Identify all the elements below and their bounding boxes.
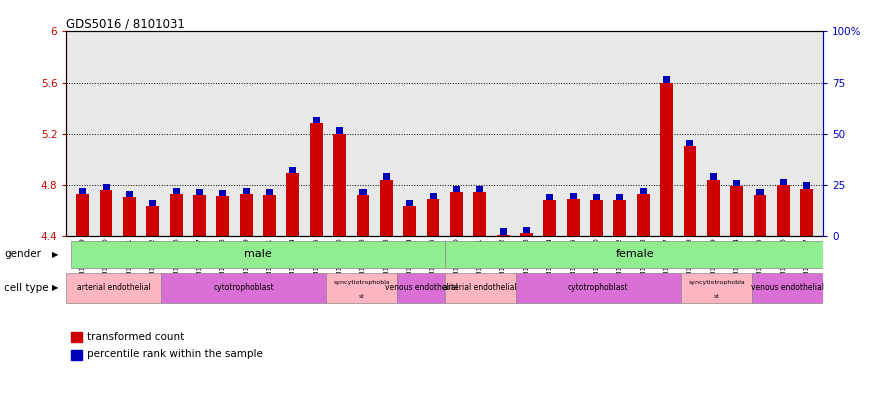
Bar bbox=[266, 189, 273, 195]
Bar bbox=[566, 199, 580, 236]
Bar bbox=[427, 199, 440, 236]
Bar bbox=[333, 134, 346, 236]
Text: ▶: ▶ bbox=[51, 250, 58, 259]
Bar bbox=[357, 195, 369, 236]
Bar bbox=[406, 200, 413, 206]
Bar bbox=[707, 180, 720, 236]
Bar bbox=[380, 180, 393, 236]
Bar bbox=[240, 194, 252, 236]
Bar bbox=[287, 173, 299, 236]
Bar bbox=[242, 187, 250, 194]
Text: cytotrophoblast: cytotrophoblast bbox=[568, 283, 628, 292]
Bar bbox=[499, 228, 506, 235]
Bar bbox=[161, 273, 327, 303]
Bar bbox=[520, 233, 533, 236]
Bar bbox=[546, 194, 553, 200]
Bar bbox=[496, 235, 510, 236]
Bar bbox=[590, 200, 603, 236]
Bar bbox=[146, 206, 159, 236]
Bar bbox=[429, 193, 436, 199]
Bar bbox=[681, 273, 752, 303]
Bar bbox=[445, 241, 826, 268]
Bar bbox=[289, 167, 296, 173]
Bar bbox=[327, 273, 397, 303]
Bar bbox=[730, 186, 743, 236]
Bar bbox=[733, 180, 740, 186]
Bar bbox=[383, 173, 390, 180]
Text: gender: gender bbox=[4, 250, 42, 259]
Bar bbox=[637, 194, 650, 236]
Text: female: female bbox=[616, 250, 654, 259]
Bar bbox=[217, 196, 229, 236]
Bar bbox=[616, 194, 623, 200]
Bar bbox=[710, 173, 717, 180]
Bar bbox=[640, 187, 647, 194]
Bar bbox=[757, 189, 764, 195]
Bar bbox=[444, 273, 516, 303]
Bar bbox=[193, 195, 206, 236]
Bar bbox=[753, 195, 766, 236]
Bar bbox=[473, 193, 486, 236]
Bar bbox=[126, 191, 133, 198]
Bar bbox=[312, 117, 319, 123]
Text: syncytiotrophobla: syncytiotrophobla bbox=[689, 280, 745, 285]
Bar bbox=[336, 127, 343, 134]
Bar bbox=[450, 193, 463, 236]
Text: st: st bbox=[714, 294, 720, 299]
Text: syncytiotrophobla: syncytiotrophobla bbox=[334, 280, 390, 285]
Text: ▶: ▶ bbox=[51, 283, 58, 292]
Bar bbox=[804, 182, 811, 189]
Text: venous endothelial: venous endothelial bbox=[385, 283, 458, 292]
Text: cytotrophoblast: cytotrophoblast bbox=[213, 283, 274, 292]
Bar bbox=[663, 76, 670, 83]
Text: venous endothelial: venous endothelial bbox=[751, 283, 824, 292]
Bar bbox=[76, 194, 89, 236]
Bar bbox=[150, 200, 157, 206]
Bar bbox=[103, 184, 110, 190]
Bar bbox=[777, 185, 789, 236]
Bar bbox=[66, 273, 161, 303]
Bar bbox=[476, 186, 483, 193]
Bar bbox=[397, 273, 444, 303]
Bar bbox=[800, 189, 813, 236]
Text: transformed count: transformed count bbox=[87, 332, 184, 342]
Text: arterial endothelial: arterial endothelial bbox=[443, 283, 517, 292]
Text: st: st bbox=[359, 294, 365, 299]
Bar bbox=[523, 227, 530, 233]
Text: cell type: cell type bbox=[4, 283, 49, 293]
Bar bbox=[752, 273, 823, 303]
Bar bbox=[123, 198, 136, 236]
Bar bbox=[100, 190, 112, 236]
Text: male: male bbox=[244, 250, 272, 259]
Bar bbox=[516, 273, 681, 303]
Text: GDS5016 / 8101031: GDS5016 / 8101031 bbox=[66, 17, 185, 30]
Bar bbox=[404, 206, 416, 236]
Bar bbox=[687, 140, 694, 147]
Bar bbox=[310, 123, 323, 236]
Bar bbox=[780, 178, 787, 185]
Bar bbox=[170, 194, 182, 236]
Bar bbox=[219, 190, 227, 196]
Bar bbox=[79, 187, 86, 194]
Bar bbox=[453, 186, 460, 193]
Text: arterial endothelial: arterial endothelial bbox=[77, 283, 150, 292]
Bar bbox=[173, 187, 180, 194]
Text: percentile rank within the sample: percentile rank within the sample bbox=[87, 349, 263, 360]
Bar bbox=[359, 189, 366, 195]
Bar bbox=[660, 83, 673, 236]
Bar bbox=[263, 195, 276, 236]
Bar bbox=[570, 193, 577, 199]
Bar bbox=[613, 200, 627, 236]
Bar bbox=[196, 189, 203, 195]
Bar bbox=[71, 241, 445, 268]
Bar bbox=[593, 194, 600, 200]
Bar bbox=[683, 147, 696, 236]
Bar bbox=[543, 200, 557, 236]
